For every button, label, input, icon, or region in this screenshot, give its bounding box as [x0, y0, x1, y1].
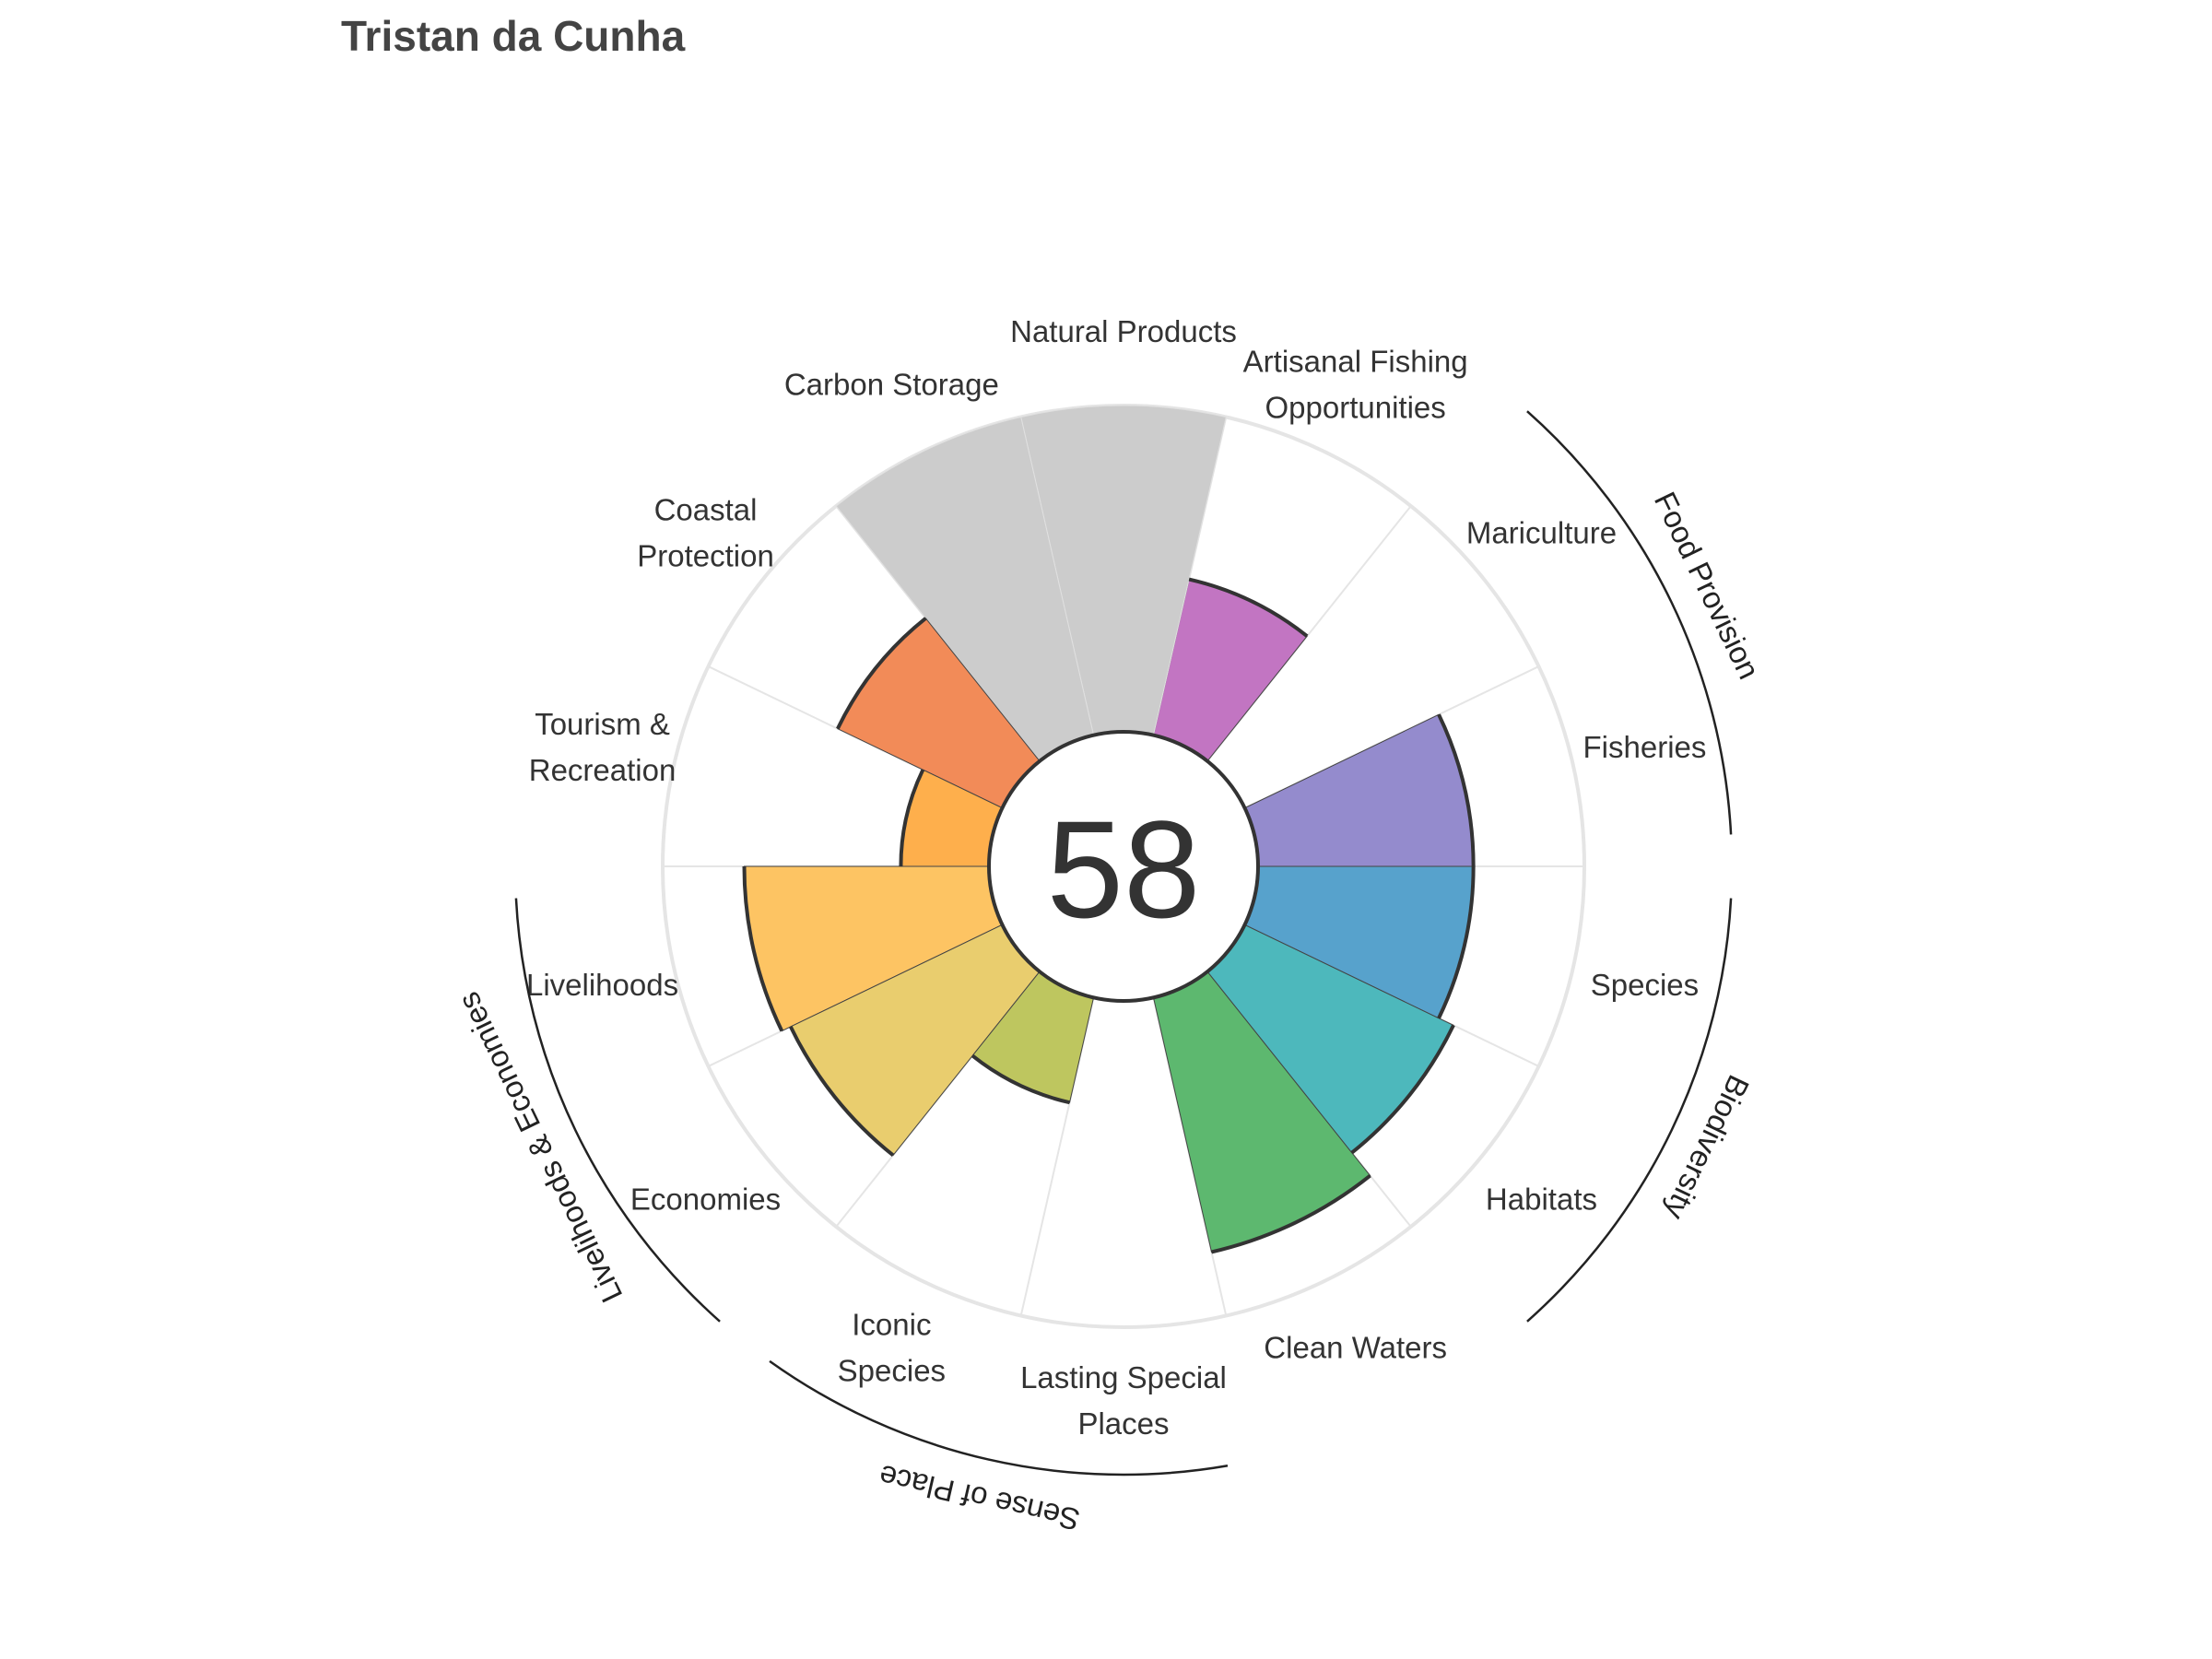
- petal-outline-economies: [789, 1026, 895, 1157]
- group-arc-biodiversity: [1526, 898, 1733, 1323]
- petal-label-tourism-and-recreation: Tourism & Recreation: [529, 707, 677, 787]
- petal-label-species: Species: [1591, 968, 1699, 1002]
- petal-label-habitats: Habitats: [1486, 1182, 1597, 1217]
- group-label-food-provision: Food Provision: [1648, 487, 1767, 684]
- center-disc: [987, 730, 1260, 1003]
- petal-label-mariculture: Mariculture: [1466, 515, 1617, 549]
- petal-label-artisanal-fishing-opportunities: Artisanal Fishing Opportunities: [1243, 344, 1468, 424]
- petal-labels-layer: Fisheries Mariculture Artisanal Fishing Opp…: [526, 314, 1706, 1441]
- petal-label-livelihoods: Livelihoods: [526, 968, 678, 1002]
- petal-label-clean-waters: Clean Waters: [1264, 1331, 1447, 1365]
- petal-outline-coastal-protection: [836, 617, 927, 730]
- petal-outline-tourism-and-recreation: [899, 769, 925, 867]
- petal-label-lasting-special-places: Lasting Special Places: [1020, 1360, 1227, 1441]
- petal-outline-livelihoods: [742, 865, 784, 1032]
- petal-label-iconic-species: Iconic Species: [838, 1308, 946, 1388]
- petal-outline-fisheries: [1437, 713, 1476, 867]
- group-arc-sense-of-place: [769, 1359, 1229, 1477]
- petal-outline-habitats: [1350, 1024, 1455, 1155]
- petal-label-carbon-storage: Carbon Storage: [784, 367, 999, 401]
- overall-score: 58: [1047, 792, 1201, 947]
- group-arc-food-provision: [1526, 410, 1733, 835]
- petal-label-economies: Economies: [630, 1182, 781, 1217]
- group-arc-livelihoods-and-economies: [514, 898, 721, 1323]
- petal-outline-species: [1437, 865, 1476, 1019]
- petal-outline-clean-waters: [1211, 1173, 1371, 1254]
- chart-title: Tristan da Cunha: [341, 12, 686, 60]
- petal-label-fisheries: Fisheries: [1583, 730, 1707, 764]
- outlines-layer: [742, 577, 1476, 1254]
- petal-outline-artisanal-fishing-opportunities: [1188, 577, 1309, 638]
- petal-label-coastal-protection: Coastal Protection: [637, 492, 774, 572]
- group-label-biodiversity: Biodiversity: [1658, 1070, 1757, 1226]
- petal-label-natural-products: Natural Products: [1010, 314, 1237, 348]
- petal-outline-iconic-species: [971, 1053, 1070, 1105]
